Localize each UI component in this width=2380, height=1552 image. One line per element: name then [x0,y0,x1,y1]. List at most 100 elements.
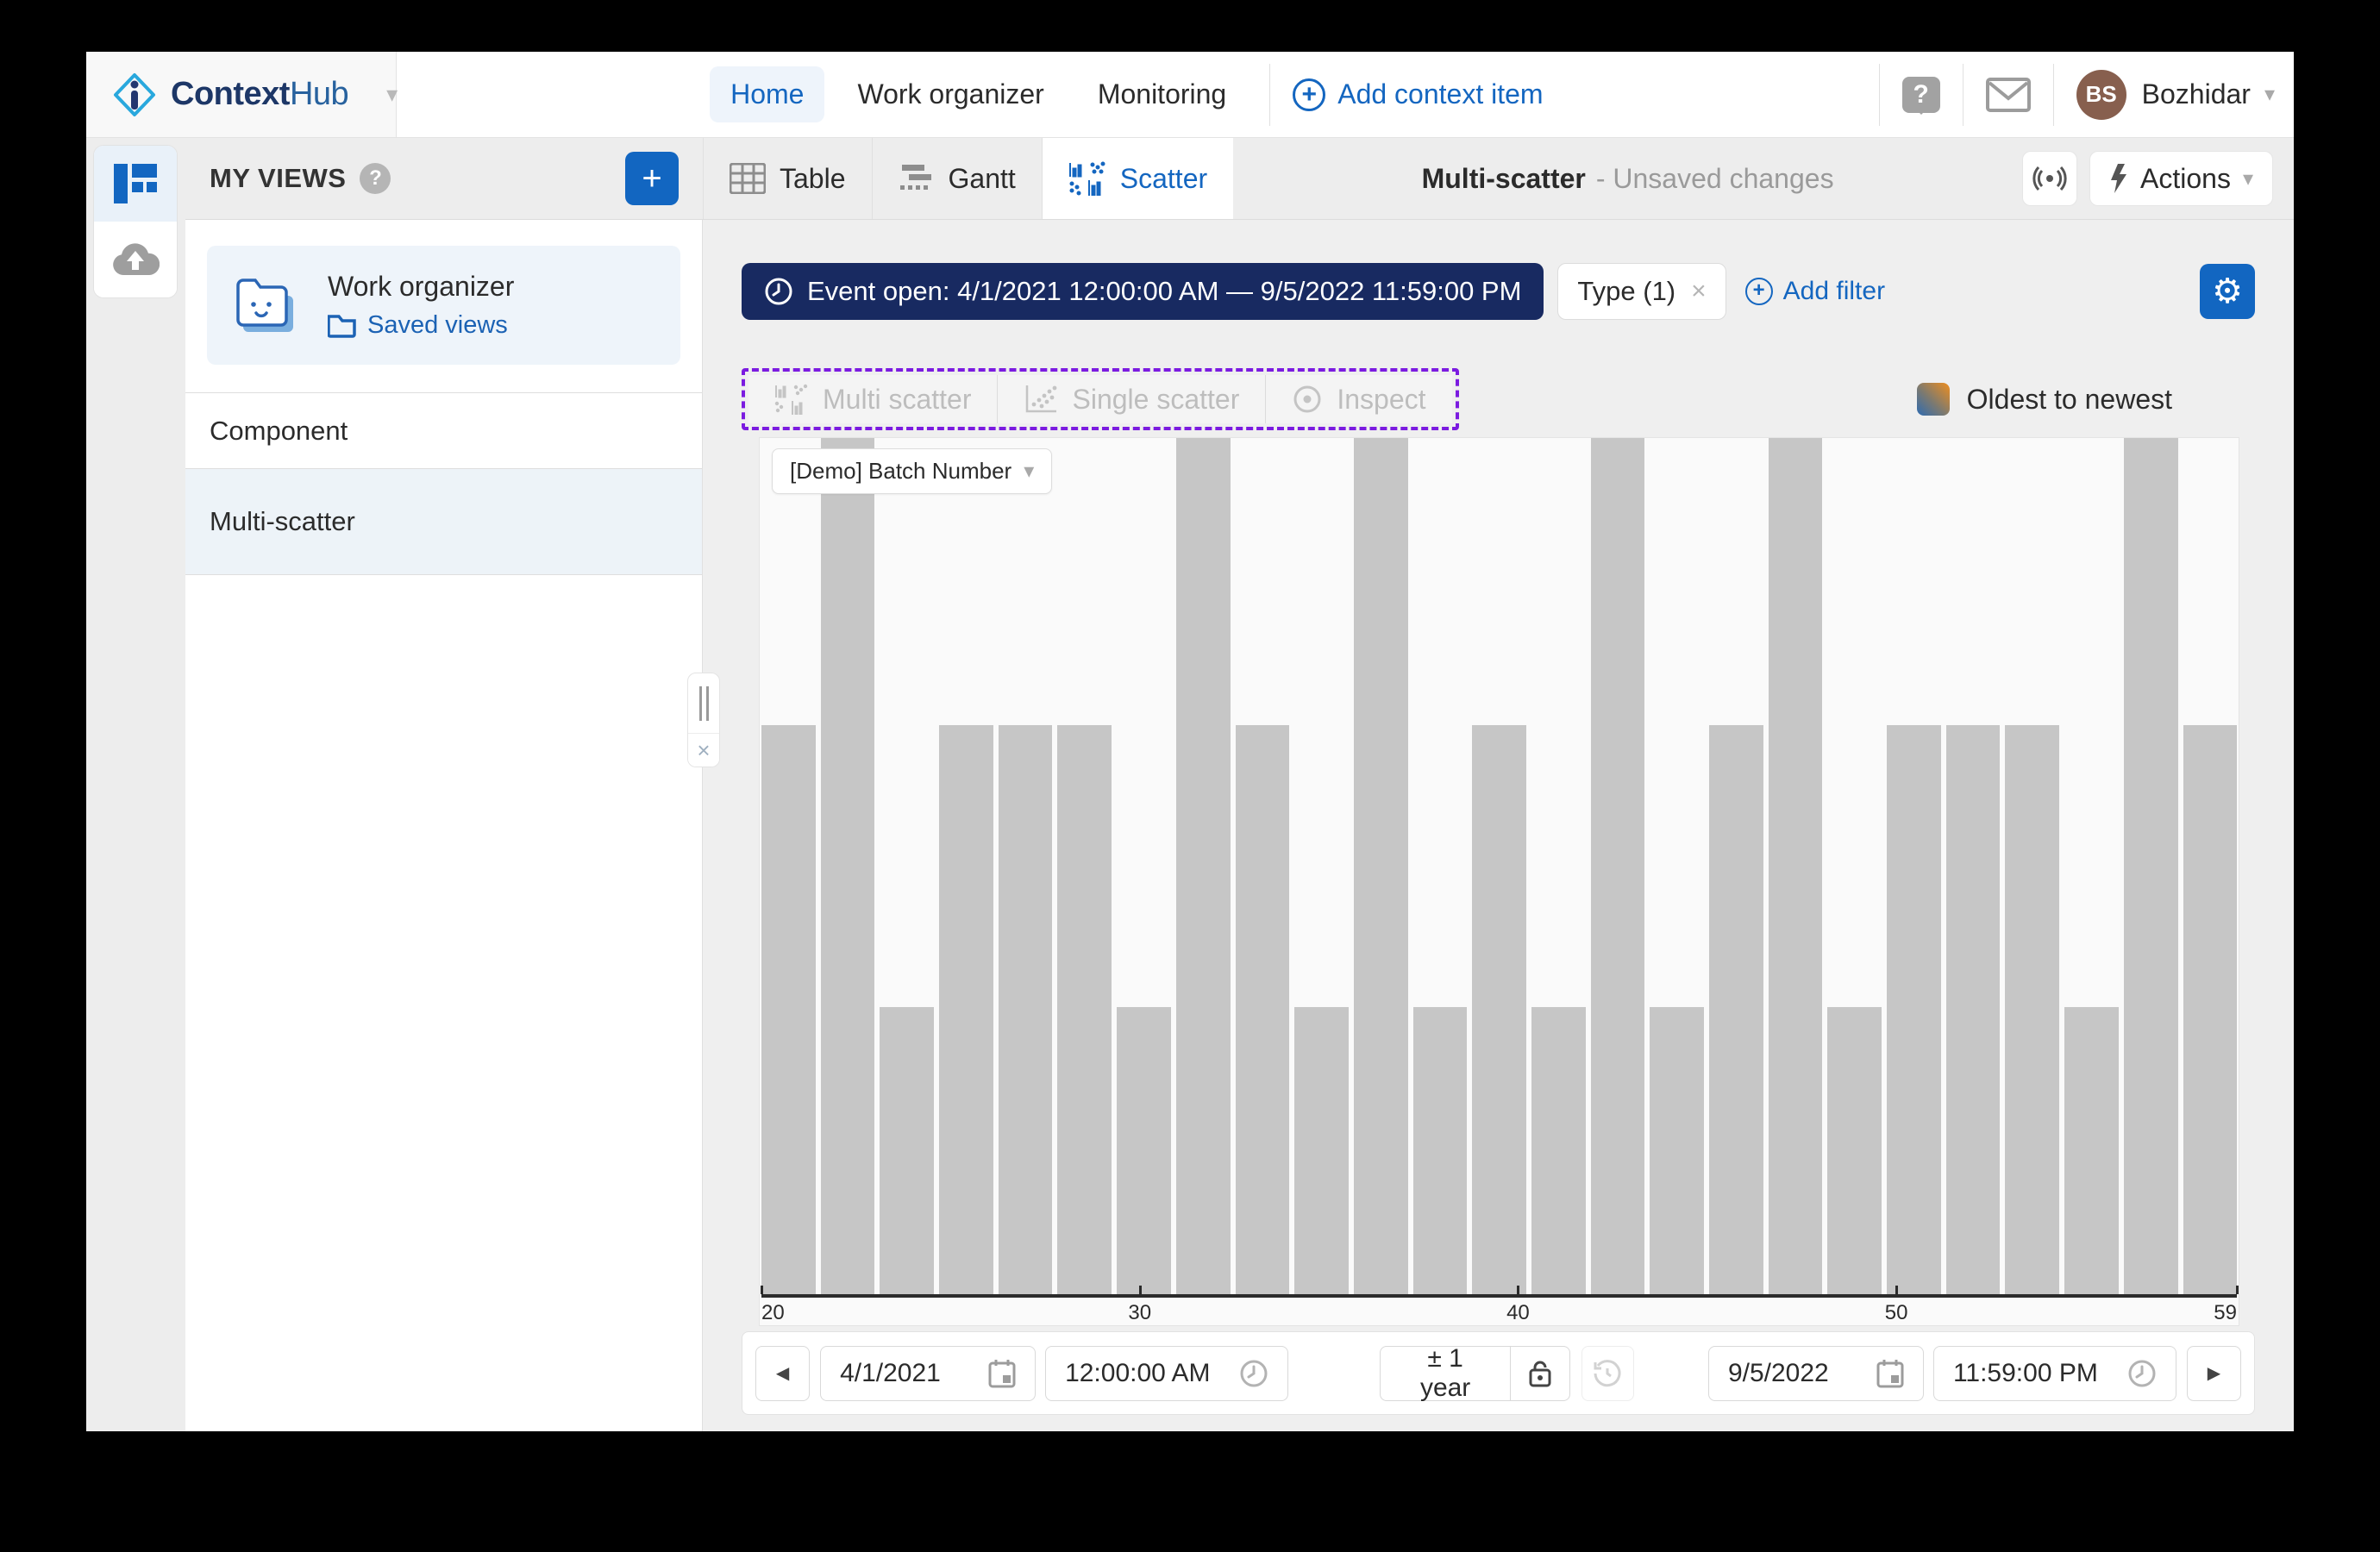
history-icon [1593,1359,1622,1388]
type-filter-chip[interactable]: Type (1) × [1557,263,1726,320]
histogram-bar[interactable] [820,438,875,1294]
user-name: Bozhidar [2141,78,2251,110]
broadcast-icon [2032,166,2067,191]
histogram-bar[interactable] [2005,724,2060,1294]
brand-chevron-down-icon[interactable]: ▾ [386,81,398,107]
brand[interactable]: ContextHub ▾ [86,52,398,137]
gradient-swatch-icon [1916,383,1950,416]
table-icon [730,163,766,194]
settings-button[interactable]: ⚙ [2200,264,2255,319]
histogram-bar[interactable] [1117,1007,1171,1294]
nav-monitoring[interactable]: Monitoring [1097,78,1227,110]
single-scatter-mode-button[interactable]: Single scatter [998,375,1267,423]
histogram-bar[interactable] [880,1007,935,1294]
histogram-bar[interactable] [2123,438,2178,1294]
plus-circle-icon: + [1293,78,1326,111]
x-axis [761,1286,2239,1298]
histogram-bar[interactable] [1768,438,1823,1294]
multi-scatter-mode-button[interactable]: Multi scatter [748,375,999,423]
sort-order-label: Oldest to newest [1966,383,2172,415]
histogram-bar[interactable] [2183,724,2238,1294]
histogram-bar[interactable] [998,724,1053,1294]
shift-range-forward-button[interactable]: ▶ [2186,1345,2242,1401]
axis-tick [1138,1286,1142,1294]
end-date-field[interactable]: 9/5/2022 [1707,1345,1924,1401]
divider [1962,63,1964,126]
sort-order[interactable]: Oldest to newest [1916,383,2172,416]
axis-tick [761,1286,763,1294]
histogram-bar[interactable] [1887,724,1941,1294]
mail-icon [1985,77,2031,112]
axis-tick [1895,1286,1899,1294]
view-item-multi-scatter[interactable]: Multi-scatter [185,468,702,575]
actions-button[interactable]: Actions ▾ [2089,151,2273,206]
gear-icon: ⚙ [2212,272,2243,310]
folder-smiley-icon [233,270,304,341]
end-time-field[interactable]: 11:59:00 PM [1932,1345,2176,1401]
inspect-mode-button[interactable]: Inspect [1266,375,1452,423]
main-content: Event open: 4/1/2021 12:00:00 AM — 9/5/2… [703,220,2294,1431]
question-circle-icon[interactable]: ? [360,163,391,194]
tab-gantt[interactable]: Gantt [873,138,1043,219]
histogram-bar[interactable] [1294,1007,1349,1294]
histogram-bar[interactable] [1531,1007,1586,1294]
shift-range-back-button[interactable]: ◀ [755,1345,811,1401]
histogram-bar[interactable] [1827,1007,1882,1294]
saved-views-link[interactable]: Saved views [328,311,514,340]
sidebar-header: MY VIEWS ? + [185,138,703,220]
histogram-bar[interactable] [939,724,993,1294]
broadcast-button[interactable] [2022,151,2078,206]
work-organizer-card[interactable]: Work organizer Saved views [207,246,680,365]
filter-row: Event open: 4/1/2021 12:00:00 AM — 9/5/2… [742,263,2255,320]
histogram-bar[interactable] [1412,1007,1468,1294]
range-span-button[interactable]: ± 1 year [1380,1344,1512,1402]
left-rail [86,138,185,1431]
avatar[interactable]: BS [2076,69,2126,120]
nav-home[interactable]: Home [710,66,825,122]
histogram-bar[interactable] [1057,724,1112,1294]
upload-rail-button[interactable] [94,222,177,297]
splitter-drag-handle[interactable] [688,673,719,734]
clock-icon [764,277,793,306]
histogram-bar[interactable] [1175,438,1231,1294]
histogram-bar[interactable] [1590,438,1645,1294]
divider [1269,63,1271,126]
user-chevron-down-icon[interactable]: ▾ [2264,83,2275,106]
start-date-field[interactable]: 4/1/2021 [820,1345,1037,1401]
add-filter-button[interactable]: + Add filter [1744,277,1885,306]
divider [1878,63,1880,126]
histogram-bar[interactable] [1709,724,1763,1294]
histogram-bar[interactable] [1353,438,1408,1294]
work-organizer-title: Work organizer [328,271,515,302]
histogram-bar[interactable] [1945,724,2001,1294]
histogram-bar[interactable] [1650,1007,1704,1294]
views-rail-button[interactable] [94,146,177,222]
start-time-field[interactable]: 12:00:00 AM [1045,1345,1289,1401]
series-dropdown[interactable]: [Demo] Batch Number ▾ [772,448,1053,494]
splitter-collapse-button[interactable]: × [688,734,719,767]
messages-button[interactable] [1985,77,2031,112]
event-open-filter-pill[interactable]: Event open: 4/1/2021 12:00:00 AM — 9/5/2… [742,263,1544,320]
clock-icon [1239,1359,1268,1388]
x-axis-labels: 20 30 40 50 59 [761,1298,2237,1325]
histogram-bar[interactable] [1472,724,1526,1294]
histogram-bar[interactable] [1235,724,1290,1294]
view-item-component[interactable]: Component [185,392,702,468]
mode-row: Multi scatter Single scatter Inspect [742,368,2255,430]
tab-scatter[interactable]: Scatter [1042,138,1234,219]
logo-icon [112,72,157,117]
remove-type-filter-icon[interactable]: × [1691,277,1707,305]
rail-card [93,145,178,298]
histogram-bar[interactable] [761,724,816,1294]
scatter-icon [1068,161,1106,196]
add-context-item-button[interactable]: + Add context item [1293,52,1544,137]
lock-range-button[interactable] [1511,1345,1570,1401]
nav-work-organizer[interactable]: Work organizer [857,78,1044,110]
tab-table[interactable]: Table [703,138,873,219]
axis-tick-label: 30 [1128,1301,1152,1324]
reset-time-history-button[interactable] [1581,1345,1634,1401]
add-view-button[interactable]: + [625,152,679,205]
help-button[interactable]: ? [1901,76,1940,115]
histogram-bar[interactable] [2064,1007,2119,1294]
chart-plot[interactable]: [Demo] Batch Number ▾ [760,438,2239,1294]
